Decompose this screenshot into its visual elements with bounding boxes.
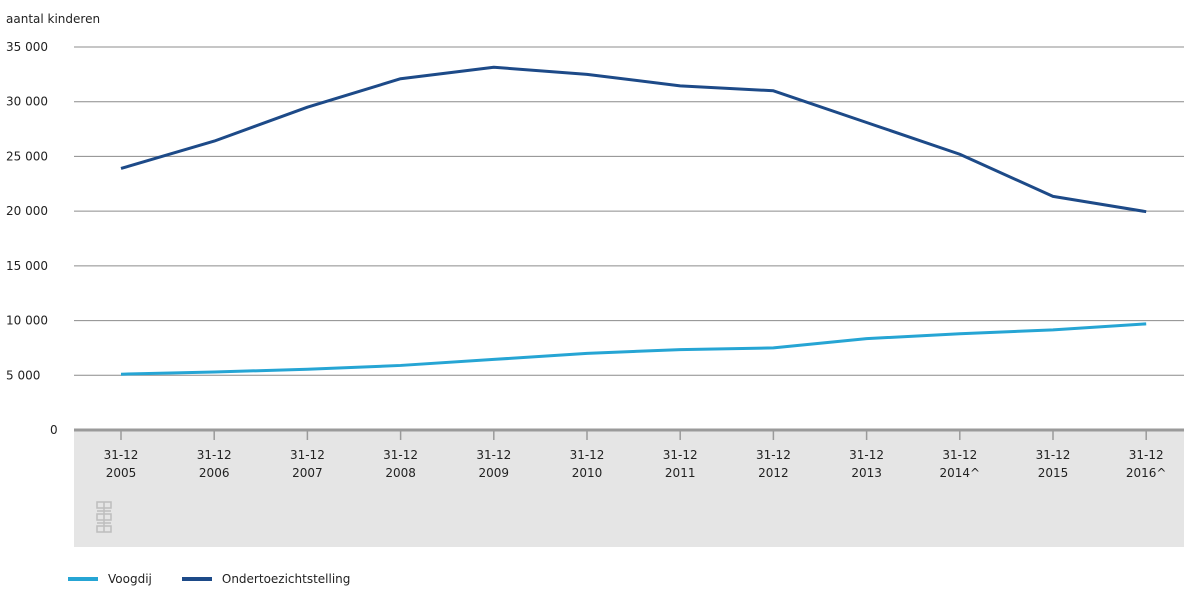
- legend-item: Ondertoezichtstelling: [181, 572, 351, 586]
- x-axis-band: [74, 429, 1184, 547]
- y-tick-label: 35 000: [6, 40, 48, 54]
- x-tick-label: 31-12: [383, 448, 418, 462]
- x-tick-label: 31-12: [942, 448, 977, 462]
- legend-item: Voogdij: [68, 572, 152, 586]
- x-tick-label: 2007: [292, 466, 323, 480]
- y-tick-label: 20 000: [6, 204, 48, 218]
- x-tick-label: 31-12: [1036, 448, 1071, 462]
- gridlines: [74, 46, 1184, 376]
- x-tick-label: 31-12: [476, 448, 511, 462]
- legend: Voogdij Ondertoezichtstelling: [68, 570, 380, 588]
- y-axis-label: aantal kinderen: [6, 12, 100, 26]
- x-tick-label: 31-12: [290, 448, 325, 462]
- x-tick-label: 2006: [199, 466, 230, 480]
- x-tick-label: 31-12: [104, 448, 139, 462]
- x-tick-label: 2008: [385, 466, 416, 480]
- y-tick-label: 25 000: [6, 149, 48, 163]
- y-tick-label: 5 000: [6, 368, 40, 382]
- x-tick-label: 2012: [758, 466, 789, 480]
- x-tick-label: 2010: [572, 466, 603, 480]
- x-tick-label: 2013: [851, 466, 882, 480]
- x-tick-label: 2005: [106, 466, 137, 480]
- series-line-voogdij: [120, 322, 1147, 376]
- x-tick-label: 31-12: [756, 448, 791, 462]
- series-line-ondertoezichtstelling: [120, 65, 1147, 214]
- cbs-logo-icon: [96, 501, 112, 533]
- y-tick-label: 10 000: [6, 314, 48, 328]
- y-tick-label: 0: [50, 423, 58, 437]
- legend-swatch: [181, 577, 212, 581]
- x-tick-label: 2015: [1038, 466, 1069, 480]
- legend-swatch: [68, 577, 98, 581]
- x-tick-label: 2009: [479, 466, 510, 480]
- x-tick-label: 2011: [665, 466, 696, 480]
- x-tick-label: 2016^: [1126, 466, 1167, 480]
- x-tick-label: 31-12: [1129, 448, 1164, 462]
- y-tick-label: 15 000: [6, 259, 48, 273]
- x-tick-labels: 31-12 2005 31-12 2006 31-12 2007 31-12 2008 31-1…: [104, 430, 1167, 480]
- x-tick-label: 31-12: [663, 448, 698, 462]
- legend-label: Voogdij: [108, 572, 152, 586]
- x-tick-label: 31-12: [570, 448, 605, 462]
- legend-label: Ondertoezichtstelling: [221, 572, 351, 586]
- y-tick-labels: 0 5 000 10 000 15 000 20 000 25 000 30 000 35 0…: [6, 40, 58, 437]
- series-lines: [120, 65, 1147, 376]
- x-tick-label: 31-12: [849, 448, 884, 462]
- y-tick-label: 30 000: [6, 95, 48, 109]
- x-tick-label: 31-12: [197, 448, 232, 462]
- x-tick-label: 2014^: [940, 466, 981, 480]
